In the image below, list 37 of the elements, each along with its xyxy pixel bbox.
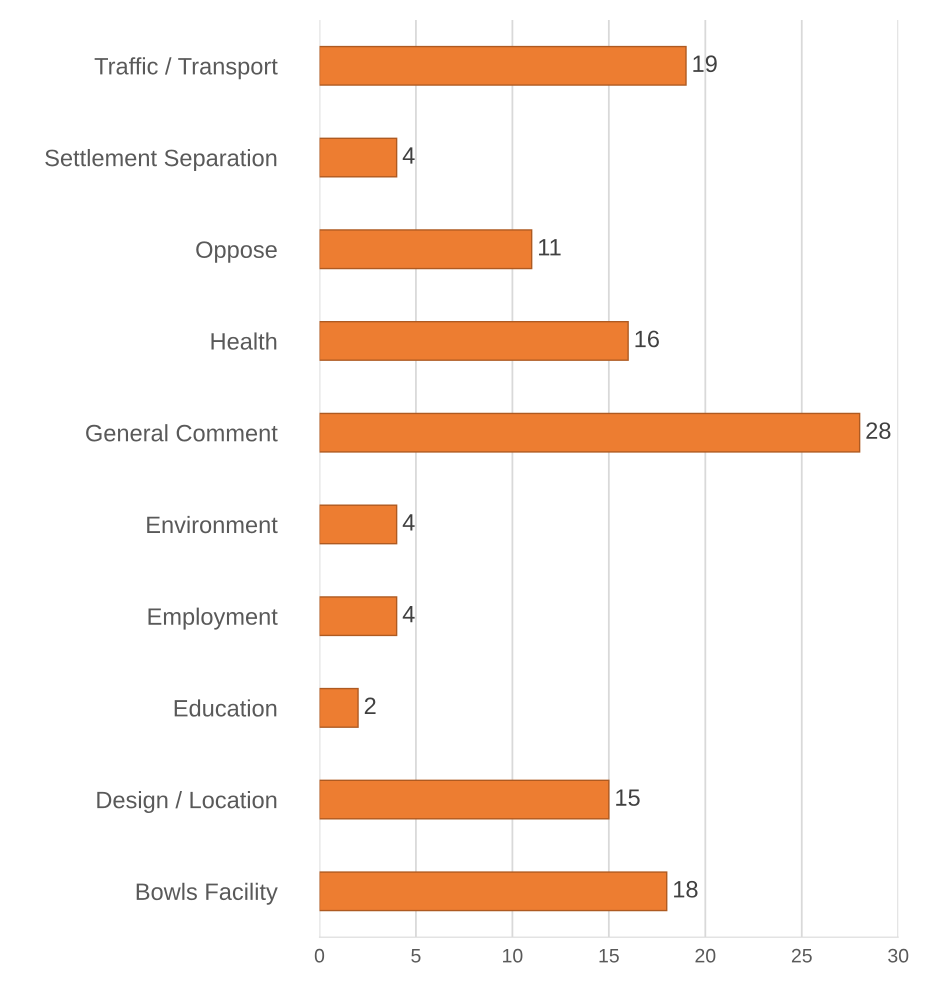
y-tick-label: Health [211, 332, 276, 350]
x-tick-label: 20 [695, 948, 716, 963]
bar [319, 138, 398, 178]
data-label: 11 [539, 239, 561, 256]
bar [319, 229, 532, 270]
y-tick-label: Settlement Separation [45, 148, 276, 171]
data-label: 18 [674, 880, 698, 898]
y-tick-label: Employment [148, 608, 278, 630]
y-tick-label: Traffic / Transport [94, 57, 278, 80]
x-tick-label: 0 [314, 948, 324, 963]
x-tick-label: 15 [600, 949, 619, 963]
y-tick-label: Bowls Facility [136, 882, 278, 905]
y-tick-label: Oppose [196, 241, 277, 263]
bar [319, 871, 668, 912]
bar [319, 46, 687, 86]
y-tick-label: Education [174, 699, 276, 717]
bar [319, 412, 860, 453]
x-tick-label: 30 [888, 948, 908, 963]
y-tick-label: Design / Location [97, 791, 276, 814]
y-tick-label: General Comment [86, 424, 278, 442]
data-label: 16 [635, 330, 659, 348]
bar [319, 504, 398, 544]
data-label: 4 [402, 606, 415, 622]
x-tick-label: 5 [411, 949, 421, 963]
bar [319, 321, 629, 361]
x-tick-label: 10 [503, 948, 522, 963]
data-label: 4 [402, 514, 415, 531]
data-label: 4 [402, 147, 415, 164]
data-label: 19 [693, 55, 717, 72]
data-label: 28 [866, 422, 890, 440]
x-tick-label: 25 [792, 948, 812, 963]
bar [319, 596, 398, 636]
bar [319, 688, 359, 728]
y-tick-label: Environment [147, 516, 278, 534]
bar [319, 780, 610, 820]
data-label: 2 [364, 697, 376, 714]
data-label: 15 [616, 789, 640, 806]
